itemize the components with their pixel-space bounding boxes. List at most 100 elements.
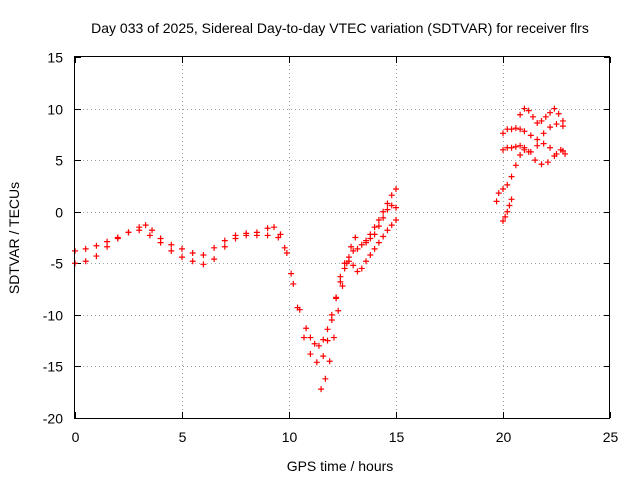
data-point — [512, 125, 519, 132]
x-tick-label: 25 — [603, 429, 619, 445]
data-point — [243, 232, 250, 239]
data-point — [508, 196, 515, 203]
data-point — [354, 245, 361, 252]
data-point — [358, 265, 365, 272]
data-point — [363, 239, 370, 246]
data-point — [277, 231, 284, 238]
y-tick-labels: -20 -15 -10 -5 0 5 10 15 — [43, 50, 63, 427]
data-point — [328, 317, 335, 324]
data-point — [104, 243, 111, 250]
data-point — [527, 132, 534, 139]
data-point — [500, 186, 506, 193]
data-point — [200, 252, 207, 259]
data-point — [275, 234, 282, 241]
data-point — [493, 198, 500, 205]
data-point — [504, 181, 511, 188]
data-point — [221, 237, 228, 244]
data-point — [341, 265, 348, 272]
data-point — [303, 325, 310, 332]
data-point — [384, 227, 391, 234]
data-point — [500, 217, 506, 224]
data-point — [540, 130, 547, 137]
data-point — [502, 213, 509, 220]
data-point — [211, 244, 218, 251]
data-point — [168, 241, 175, 248]
data-point — [315, 342, 322, 349]
data-point — [517, 111, 524, 118]
data-point — [508, 126, 515, 133]
data-point — [553, 121, 560, 128]
data-point — [553, 150, 560, 157]
data-series — [500, 196, 515, 224]
data-point — [82, 245, 89, 252]
data-point — [104, 238, 111, 245]
data-point — [495, 190, 502, 197]
data-point — [371, 245, 378, 252]
data-point — [547, 124, 554, 131]
y-tick-label: -10 — [43, 308, 63, 324]
data-point — [542, 113, 549, 120]
data-point — [559, 123, 566, 130]
data-point — [93, 253, 100, 260]
data-point — [371, 231, 378, 238]
data-point — [335, 307, 342, 314]
data-series — [318, 234, 359, 393]
data-point — [324, 337, 331, 344]
data-point — [375, 223, 382, 230]
y-tick-label: -15 — [43, 359, 63, 375]
data-point — [367, 252, 374, 259]
data-point — [114, 235, 121, 242]
data-point — [380, 233, 387, 240]
data-point — [149, 227, 156, 234]
data-point — [367, 235, 374, 242]
data-point — [559, 147, 566, 154]
data-point — [318, 386, 325, 393]
data-point — [179, 254, 185, 261]
data-point — [189, 249, 196, 256]
data-point — [264, 232, 271, 239]
data-point — [388, 202, 395, 209]
data-point — [534, 120, 541, 127]
data-point — [333, 295, 340, 302]
data-point — [328, 311, 335, 318]
data-point — [562, 150, 569, 157]
data-point — [189, 258, 196, 265]
data-point — [512, 162, 519, 169]
data-point — [388, 222, 395, 229]
data-series — [500, 140, 566, 157]
data-point — [384, 200, 391, 207]
data-series — [500, 121, 566, 143]
y-tick-label: -20 — [43, 411, 63, 427]
data-point — [388, 192, 395, 199]
x-tick-label: 5 — [179, 429, 187, 445]
data-point — [307, 334, 314, 341]
data-point — [555, 110, 562, 117]
data-point — [271, 224, 278, 231]
x-tick-label: 15 — [389, 429, 405, 445]
data-point — [354, 268, 361, 275]
data-point — [375, 216, 382, 223]
x-tick-label: 0 — [72, 429, 80, 445]
data-point — [538, 117, 545, 124]
data-point — [320, 353, 327, 360]
data-point — [534, 142, 541, 149]
data-point — [343, 260, 350, 267]
data-point — [525, 107, 532, 114]
data-point — [547, 144, 554, 151]
data-point — [508, 173, 515, 180]
data-point — [371, 224, 378, 231]
data-point — [551, 105, 558, 112]
data-point — [337, 273, 344, 280]
x-tick-labels: 0 5 10 15 20 25 — [72, 429, 619, 445]
data-point — [348, 243, 355, 250]
data-point — [540, 140, 547, 147]
data-points — [72, 105, 569, 393]
data-point — [504, 208, 511, 215]
data-point — [146, 232, 153, 239]
data-point — [380, 214, 387, 221]
data-point — [350, 262, 357, 269]
data-series — [363, 202, 399, 246]
chart-title: Day 033 of 2025, Sidereal Day-to-day VTE… — [91, 20, 589, 36]
